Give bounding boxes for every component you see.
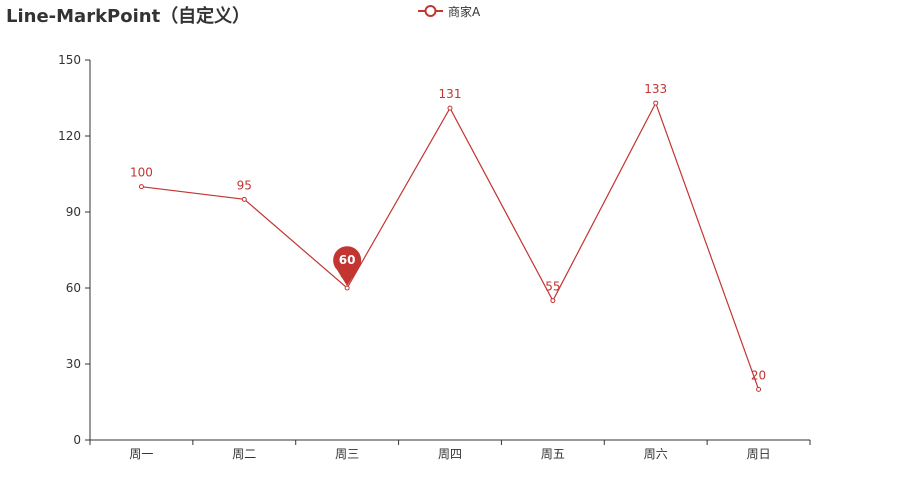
y-tick-label: 30	[66, 357, 81, 371]
x-tick-label: 周五	[541, 447, 565, 461]
y-tick-label: 0	[73, 433, 81, 447]
data-label: 133	[644, 82, 667, 96]
data-point[interactable]	[447, 105, 453, 111]
mark-point-label: 60	[339, 253, 356, 267]
data-label: 55	[545, 280, 560, 294]
y-tick-label: 150	[58, 53, 81, 67]
x-tick-label: 周四	[438, 447, 462, 461]
x-tick-label: 周三	[335, 447, 359, 461]
data-label: 95	[237, 178, 252, 192]
data-point[interactable]	[241, 196, 247, 202]
legend-item-series[interactable]: 商家A	[418, 2, 480, 20]
legend-line-circle-icon	[418, 5, 443, 17]
x-tick-label: 周一	[129, 447, 153, 461]
data-point[interactable]	[653, 100, 659, 106]
mark-point-pin[interactable]	[333, 246, 362, 286]
legend-label: 商家A	[448, 4, 481, 19]
data-label: 100	[130, 166, 153, 180]
x-tick-label: 周二	[232, 447, 256, 461]
data-point[interactable]	[756, 386, 762, 392]
y-tick-label: 60	[66, 281, 81, 295]
y-tick-label: 120	[58, 129, 81, 143]
data-point[interactable]	[138, 184, 144, 190]
x-tick-label: 周日	[747, 447, 771, 461]
data-label: 20	[751, 368, 766, 382]
y-tick-label: 90	[66, 205, 81, 219]
data-point[interactable]	[550, 298, 556, 304]
series-line	[141, 101, 760, 390]
data-label: 131	[439, 87, 462, 101]
data-point[interactable]	[344, 285, 350, 291]
x-tick-label: 周六	[644, 447, 668, 461]
chart-title: Line-MarkPoint（自定义）	[6, 6, 251, 27]
